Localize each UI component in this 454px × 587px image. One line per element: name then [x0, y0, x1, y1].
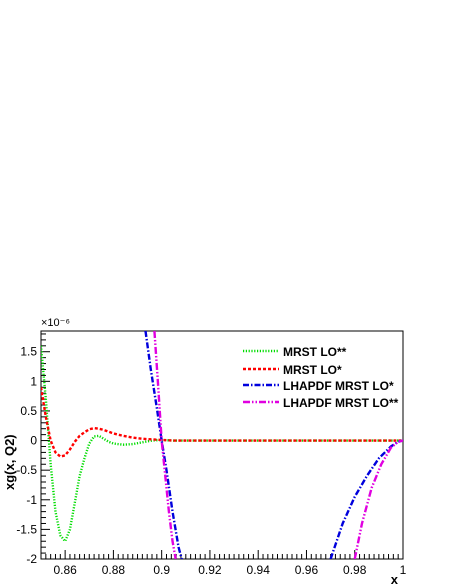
series-layer: [41, 331, 403, 559]
x-tick-label-0-94: 0.94: [247, 563, 271, 577]
y-tick-label-0: 0: [30, 434, 37, 448]
y-exponent-label: ×10⁻⁶: [41, 317, 70, 329]
series-line-lhapdf-mrst-lostar: [144, 331, 403, 559]
y-axis-title: xg(x, Q2): [2, 434, 17, 490]
legend-label-mrst-lo-starstar: MRST LO**: [283, 345, 347, 359]
legend: MRST LO** MRST LO* LHAPDF MRST LO* LHAPD…: [243, 345, 399, 410]
x-tick-label-0-88: 0.88: [102, 563, 126, 577]
y-tick-label--1-5: -1.5: [16, 522, 37, 536]
y-tick-label--2: -2: [26, 552, 37, 566]
x-tick-label-0-92: 0.92: [198, 563, 222, 577]
series-line-mrst-lostar: [41, 387, 403, 458]
x-axis-title: x: [391, 572, 399, 587]
y-tick-label-1: 1: [30, 374, 37, 388]
legend-label-lhapdf-mrst-lo-starstar: LHAPDF MRST LO**: [283, 396, 399, 410]
y-tick-label-1-5: 1.5: [20, 345, 37, 359]
y-tick-label--1: -1: [26, 493, 37, 507]
x-tick-label-0-98: 0.98: [343, 563, 367, 577]
axis-ticks: [40, 333, 404, 560]
x-tick-label-0-9: 0.9: [153, 563, 170, 577]
y-tick-label-0-5: 0.5: [20, 404, 37, 418]
tick-labels: 0.86 0.88 0.9 0.92 0.94 0.96 0.98 1 -2 -1.5 -1 -0.5…: [16, 345, 406, 577]
x-tick-label-0-86: 0.86: [53, 563, 77, 577]
series-line-lhapdf-mrst-lostarstar: [153, 331, 403, 559]
y-tick-label--0-5: -0.5: [16, 463, 37, 477]
plot-frame: [40, 330, 404, 560]
x-tick-label-1: 1: [400, 563, 407, 577]
legend-label-mrst-lo-star: MRST LO*: [283, 363, 342, 377]
legend-label-lhapdf-mrst-lo-star: LHAPDF MRST LO*: [283, 379, 394, 393]
x-tick-label-0-96: 0.96: [295, 563, 319, 577]
